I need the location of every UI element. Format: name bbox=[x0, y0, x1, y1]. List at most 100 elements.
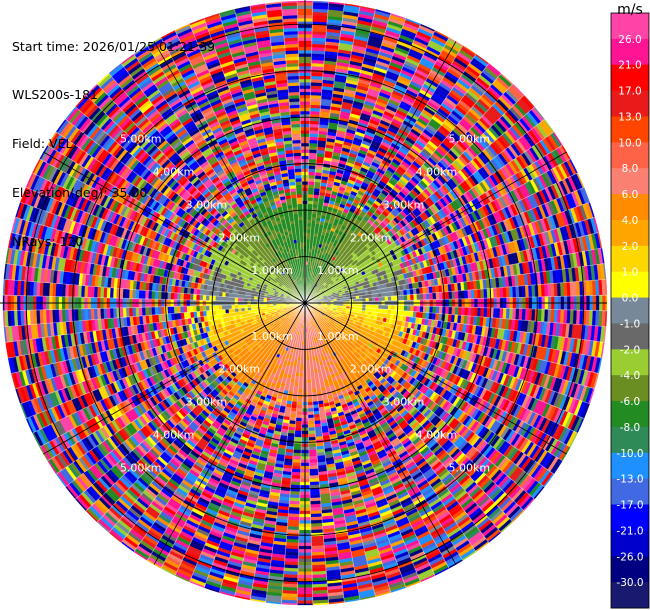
velocity-gate bbox=[306, 226, 312, 230]
velocity-gate bbox=[310, 94, 322, 99]
velocity-gate bbox=[451, 291, 456, 300]
velocity-gate bbox=[307, 184, 315, 189]
velocity-gate bbox=[410, 294, 414, 301]
velocity-gate bbox=[470, 289, 475, 299]
velocity-gate bbox=[306, 219, 312, 224]
velocity-gate bbox=[308, 168, 316, 173]
velocity-gate bbox=[499, 287, 504, 299]
velocity-gate bbox=[477, 289, 482, 299]
velocity-gate bbox=[416, 305, 421, 313]
velocity-gate bbox=[509, 308, 514, 320]
velocity-gate bbox=[454, 306, 459, 316]
velocity-gate bbox=[308, 178, 315, 182]
velocity-gate bbox=[505, 308, 510, 320]
velocity-gate bbox=[381, 304, 386, 310]
velocity-gate bbox=[371, 297, 376, 302]
velocity-gate bbox=[306, 229, 311, 233]
velocity-gate bbox=[307, 203, 313, 208]
velocity-gate bbox=[413, 294, 418, 301]
velocity-gate bbox=[308, 174, 316, 179]
velocity-gate bbox=[307, 200, 314, 205]
velocity-gate bbox=[483, 307, 488, 318]
velocity-gate bbox=[438, 292, 443, 300]
velocity-gate bbox=[483, 288, 488, 299]
velocity-gate bbox=[308, 158, 317, 163]
velocity-gate bbox=[461, 290, 466, 300]
velocity-gate bbox=[499, 307, 504, 319]
velocity-gate bbox=[432, 292, 437, 300]
velocity-gate bbox=[309, 126, 319, 131]
velocity-gate bbox=[390, 305, 395, 311]
velocity-gate bbox=[429, 292, 434, 300]
velocity-gate bbox=[309, 110, 321, 115]
velocity-gate bbox=[470, 307, 475, 317]
velocity-gate bbox=[309, 120, 320, 125]
velocity-gate bbox=[502, 308, 507, 319]
velocity-gate bbox=[429, 306, 434, 314]
velocity-gate bbox=[435, 306, 440, 314]
velocity-gate bbox=[309, 139, 318, 144]
velocity-gate bbox=[312, 203, 319, 208]
velocity-gate bbox=[309, 133, 319, 138]
velocity-gate bbox=[422, 293, 427, 301]
velocity-gate bbox=[375, 297, 379, 302]
velocity-gate bbox=[308, 165, 316, 170]
velocity-gate bbox=[406, 294, 411, 301]
velocity-gate bbox=[310, 98, 322, 103]
velocity-gate bbox=[473, 307, 478, 317]
velocity-gate bbox=[307, 216, 312, 221]
velocity-gate bbox=[477, 307, 482, 317]
velocity-gate bbox=[307, 194, 314, 198]
velocity-gate bbox=[451, 306, 456, 315]
velocity-gate bbox=[432, 306, 437, 314]
velocity-gate bbox=[400, 310, 405, 317]
velocity-gate bbox=[309, 104, 321, 109]
velocity-gate bbox=[384, 304, 389, 310]
velocity-gate bbox=[403, 294, 408, 301]
velocity-gate bbox=[413, 305, 418, 312]
velocity-gate bbox=[309, 107, 321, 112]
velocity-gate bbox=[307, 181, 315, 186]
velocity-gate bbox=[400, 305, 405, 311]
velocity-gate bbox=[306, 222, 312, 227]
velocity-gate bbox=[400, 295, 405, 301]
velocity-gate bbox=[457, 290, 462, 300]
velocity-gate bbox=[307, 213, 313, 218]
velocity-gate bbox=[426, 293, 430, 300]
velocity-gate bbox=[406, 305, 411, 312]
velocity-gate bbox=[387, 305, 392, 310]
velocity-gate bbox=[422, 305, 427, 313]
velocity-gate bbox=[371, 304, 376, 309]
velocity-gate bbox=[308, 142, 318, 147]
velocity-gate bbox=[416, 293, 421, 301]
velocity-gate bbox=[306, 232, 311, 237]
velocity-gate bbox=[502, 287, 507, 298]
velocity-gate bbox=[307, 197, 314, 202]
velocity-gate bbox=[310, 101, 321, 106]
velocity-gate bbox=[457, 306, 462, 316]
velocity-gate bbox=[438, 306, 443, 314]
velocity-gate bbox=[464, 290, 469, 299]
velocity-gate bbox=[381, 296, 386, 302]
velocity-gate bbox=[390, 295, 395, 301]
velocity-gate bbox=[307, 187, 315, 192]
velocity-gate bbox=[448, 291, 453, 300]
velocity-gate bbox=[410, 305, 414, 312]
velocity-gate bbox=[308, 149, 318, 154]
velocity-gate bbox=[467, 307, 472, 317]
velocity-gate bbox=[493, 287, 498, 299]
velocity-gate bbox=[509, 286, 514, 298]
velocity-gate bbox=[467, 289, 472, 299]
velocity-gate bbox=[445, 291, 450, 300]
velocity-gate bbox=[384, 296, 389, 302]
velocity-gate bbox=[496, 307, 501, 319]
velocity-gate bbox=[419, 293, 424, 301]
velocity-gate bbox=[426, 306, 430, 313]
velocity-gate bbox=[419, 305, 424, 313]
velocity-gate bbox=[496, 287, 501, 299]
velocity-gate bbox=[387, 296, 392, 301]
velocity-gate bbox=[308, 171, 316, 176]
velocity-gate bbox=[307, 190, 314, 195]
velocity-gate bbox=[308, 155, 317, 160]
velocity-gate bbox=[454, 290, 459, 300]
